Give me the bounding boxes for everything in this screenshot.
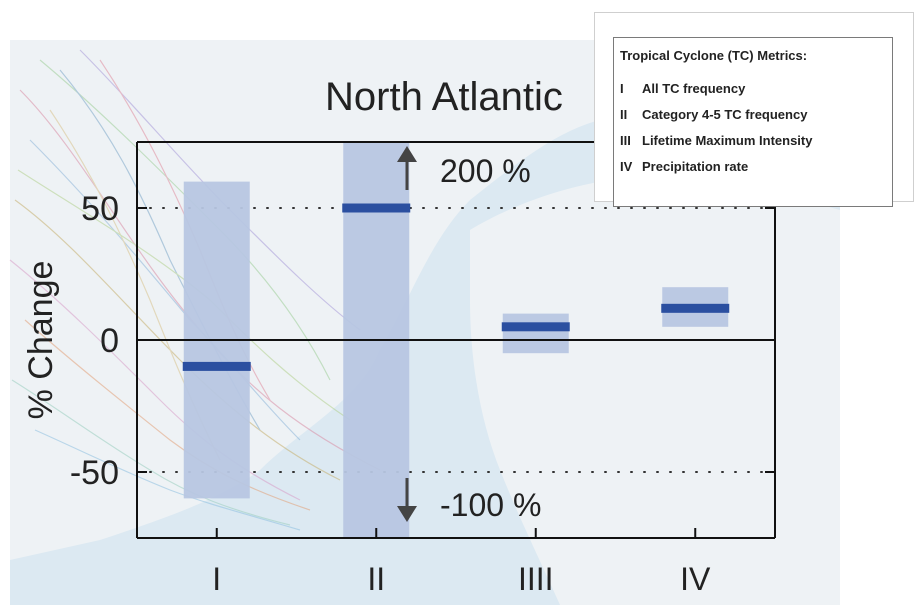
legend-item: II Category 4-5 TC frequency [620, 107, 886, 133]
chart-title: North Atlantic [325, 75, 563, 119]
x-tick-label: I [212, 561, 221, 597]
annotation-lower: -100 % [440, 487, 541, 523]
y-tick-label: 0 [100, 322, 119, 360]
x-tick-label: II [367, 561, 385, 597]
arrow-up-icon [397, 146, 417, 190]
legend-item: III Lifetime Maximum Intensity [620, 133, 886, 159]
annotation-upper: 200 % [440, 153, 531, 189]
y-tick-label: -50 [70, 454, 119, 492]
legend-item-number: IV [620, 159, 633, 174]
x-tick-label: IV [680, 561, 711, 597]
y-tick-label: 50 [81, 190, 119, 228]
legend-item-number: I [620, 81, 624, 96]
legend-title: Tropical Cyclone (TC) Metrics: [620, 48, 808, 63]
legend-item-number: III [620, 133, 631, 148]
median-marker [182, 361, 251, 371]
x-tick-label: IIII [518, 561, 554, 597]
legend-item-number: II [620, 107, 628, 122]
legend-panel: Tropical Cyclone (TC) Metrics: I All TC … [594, 12, 914, 207]
legend: Tropical Cyclone (TC) Metrics: I All TC … [613, 37, 893, 207]
legend-item-label: Category 4-5 TC frequency [642, 107, 808, 122]
legend-item-label: Precipitation rate [642, 159, 749, 174]
median-marker [342, 203, 411, 213]
arrow-down-icon [397, 478, 417, 522]
median-marker [661, 303, 730, 313]
median-marker [501, 322, 570, 332]
legend-item: I All TC frequency [620, 81, 886, 107]
range-bar [502, 313, 569, 354]
legend-item: IV Precipitation rate [620, 159, 886, 185]
y-axis-label: % Change [22, 261, 60, 420]
legend-item-label: All TC frequency [642, 81, 746, 96]
legend-item-label: Lifetime Maximum Intensity [642, 133, 813, 148]
